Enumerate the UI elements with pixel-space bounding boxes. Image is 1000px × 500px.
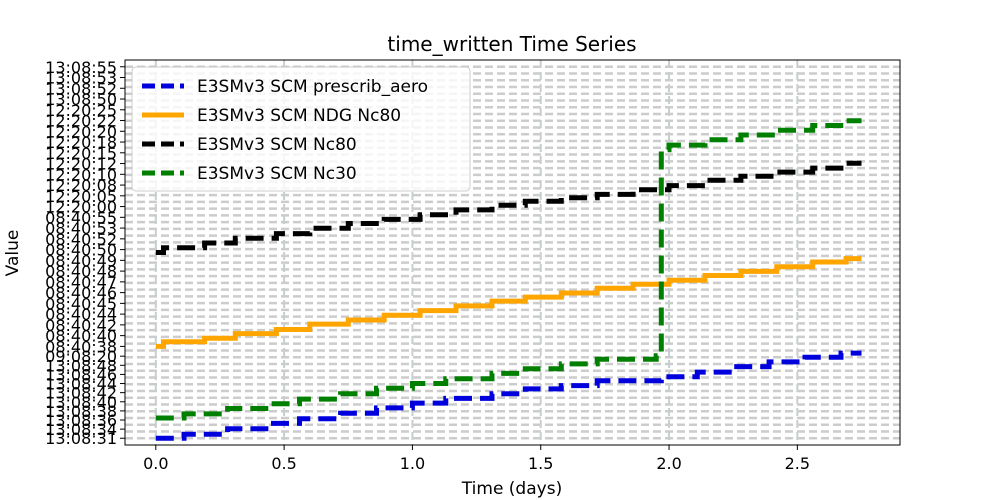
series-line-2 — [155, 256, 862, 349]
y-tick-label: 13:08:36 — [45, 411, 117, 430]
x-axis-label: Time (days) — [461, 479, 562, 499]
horizontal-gridlines — [125, 65, 900, 440]
y-tick-label: 13:08:53 — [45, 69, 117, 88]
y-tick-label: 12:20:15 — [45, 144, 117, 163]
y-tick-label: 12:20:18 — [45, 133, 117, 152]
y-tick-label: 09:08:20 — [45, 347, 117, 366]
x-tick-label: 1.5 — [528, 454, 553, 473]
y-axis-ticks: 13:08:3113:08:3413:08:3613:08:3813:08:40… — [45, 58, 125, 448]
chart-title: time_written Time Series — [387, 32, 636, 56]
y-tick-label: 12:20:12 — [45, 155, 117, 174]
y-tick-label: 13:08:52 — [45, 79, 117, 98]
y-tick-label: 13:08:38 — [45, 402, 117, 421]
legend-label-4: E3SMv3 SCM Nc30 — [197, 164, 357, 184]
x-tick-label: 2.5 — [785, 454, 810, 473]
y-tick-label: 13:08:42 — [45, 384, 117, 403]
x-tick-label: 2.0 — [656, 454, 681, 473]
y-tick-label: 08:40:44 — [45, 305, 117, 324]
y-tick-label: 13:08:48 — [45, 356, 117, 375]
x-tick-label: 1.0 — [400, 454, 425, 473]
legend-label-2: E3SMv3 SCM NDG Nc80 — [197, 106, 401, 126]
y-tick-label: 08:40:49 — [45, 251, 117, 270]
y-tick-label: 08:40:55 — [45, 208, 117, 227]
y-tick-label: 08:40:52 — [45, 230, 117, 249]
y-tick-label: 08:40:38 — [45, 337, 117, 356]
y-tick-label: 13:08:55 — [45, 58, 117, 77]
series-line-3 — [155, 160, 862, 255]
series-layer — [155, 118, 862, 441]
y-tick-label: 08:40:47 — [45, 273, 117, 292]
y-tick-label: 08:40:50 — [45, 241, 117, 260]
y-tick-label: 13:08:34 — [45, 420, 117, 439]
y-tick-label: 12:20:22 — [45, 112, 117, 131]
y-tick-label: 08:40:53 — [45, 219, 117, 238]
series-line-4 — [155, 118, 862, 421]
plot-frame — [124, 59, 901, 446]
y-tick-label: 13:08:46 — [45, 365, 117, 384]
y-tick-label: 12:20:05 — [45, 187, 117, 206]
y-tick-label: 13:08:44 — [45, 375, 117, 394]
x-tick-label: 0.5 — [271, 454, 296, 473]
y-axis-label: Value — [3, 230, 23, 277]
x-axis-ticks: 0.0 0.5 1.0 1.5 2.0 2.5 — [143, 445, 810, 473]
y-tick-label: 13:08:40 — [45, 393, 117, 412]
x-tick-label: 0.0 — [143, 454, 168, 473]
y-tick-label: 12:20:25 — [45, 101, 117, 120]
y-tick-label: 08:40:40 — [45, 327, 117, 346]
legend: E3SMv3 SCM prescrib_aero E3SMv3 SCM NDG N… — [131, 66, 471, 192]
y-tick-label: 13:08:31 — [45, 429, 117, 448]
series-line-1 — [155, 350, 862, 441]
y-tick-label: 12:20:00 — [45, 198, 117, 217]
y-tick-label: 08:40:42 — [45, 316, 117, 335]
y-tick-label: 08:40:45 — [45, 294, 117, 313]
legend-label-3: E3SMv3 SCM Nc80 — [197, 135, 357, 155]
legend-box — [131, 66, 471, 192]
y-tick-label: 12:20:20 — [45, 122, 117, 141]
legend-label-1: E3SMv3 SCM prescrib_aero — [197, 77, 428, 97]
y-tick-label: 12:20:10 — [45, 165, 117, 184]
y-tick-label: 12:20:08 — [45, 176, 117, 195]
y-tick-label: 08:40:48 — [45, 262, 117, 281]
y-tick-label: 08:40:46 — [45, 284, 117, 303]
y-tick-label: 13:08:50 — [45, 90, 117, 109]
